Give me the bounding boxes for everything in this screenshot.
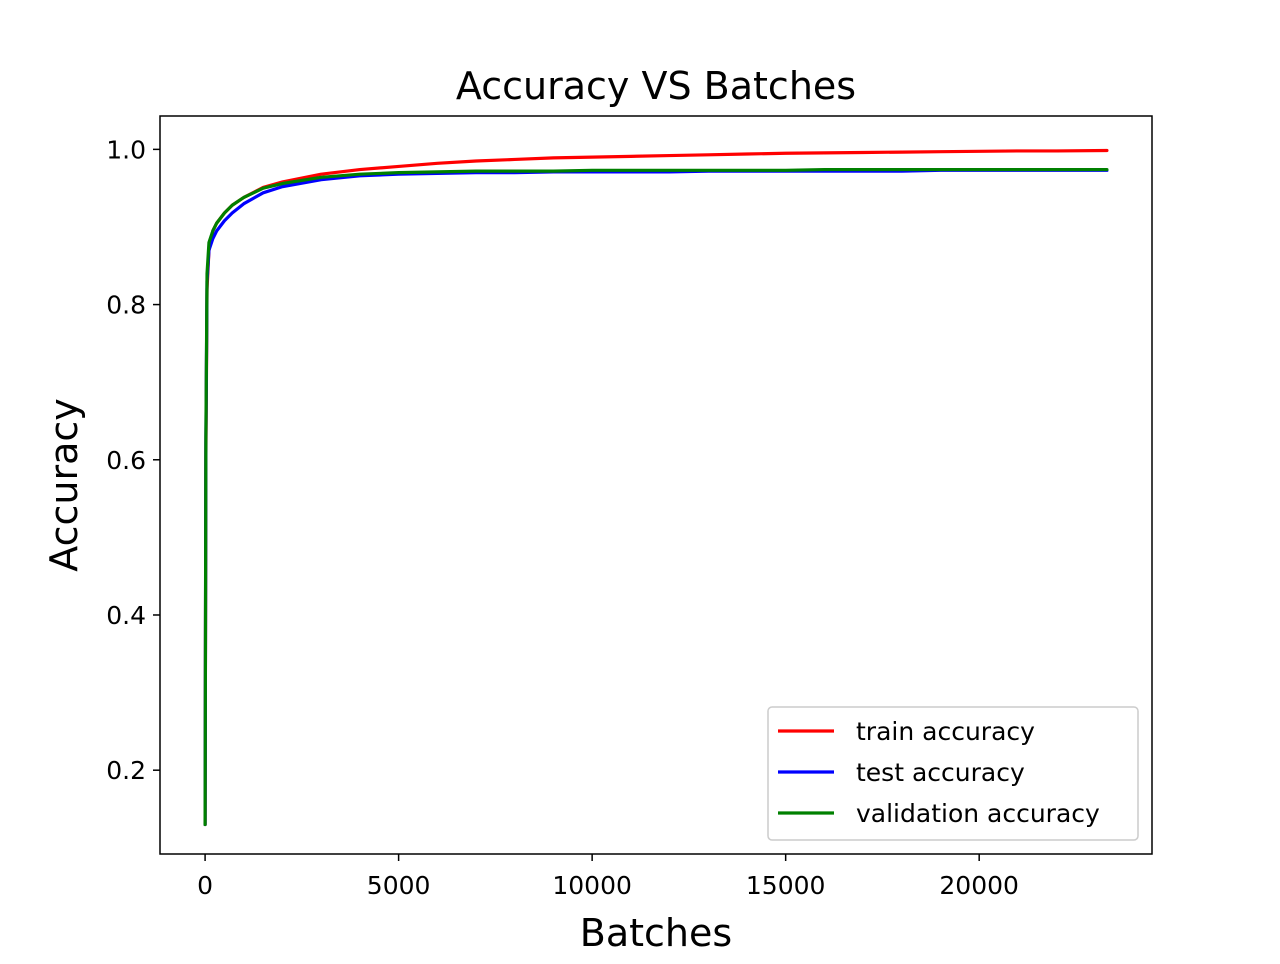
y-tick-label: 0.4	[106, 601, 146, 630]
legend-label: validation accuracy	[856, 799, 1100, 828]
y-axis-label: Accuracy	[42, 398, 86, 572]
x-tick-label: 10000	[552, 871, 632, 900]
x-tick-label: 15000	[746, 871, 826, 900]
y-tick-label: 1.0	[106, 135, 146, 164]
chart-title: Accuracy VS Batches	[456, 64, 856, 108]
y-tick-label: 0.2	[106, 756, 146, 785]
legend-label: test accuracy	[856, 758, 1025, 787]
x-tick-label: 20000	[939, 871, 1019, 900]
legend-label: train accuracy	[856, 717, 1035, 746]
y-tick-label: 0.6	[106, 446, 146, 475]
y-tick-label: 0.8	[106, 291, 146, 320]
x-tick-label: 0	[197, 871, 213, 900]
legend-box	[767, 706, 1139, 841]
series-layer	[203, 148, 1109, 827]
x-axis-label: Batches	[580, 911, 732, 955]
series-line-validation-accuracy	[203, 167, 1109, 827]
x-tick-label: 5000	[367, 871, 431, 900]
plot-frame	[159, 115, 1153, 855]
y-axis-ticks: 0.2 0.4 0.6 0.8 1.0	[106, 135, 160, 785]
x-axis-ticks: 0 5000 10000 15000 20000	[197, 854, 1019, 900]
legend: train accuracy test accuracy validation ac…	[767, 706, 1139, 841]
